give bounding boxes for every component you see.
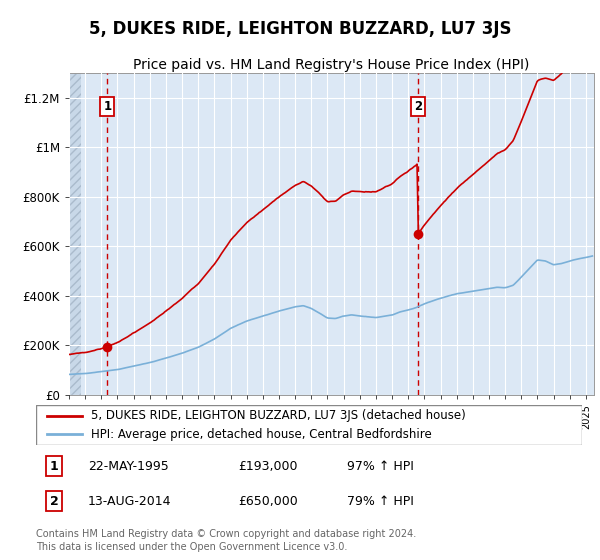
Bar	[69, 73, 81, 395]
Text: 1: 1	[103, 100, 112, 113]
Text: 2: 2	[414, 100, 422, 113]
Text: £650,000: £650,000	[238, 494, 298, 508]
Title: Price paid vs. HM Land Registry's House Price Index (HPI): Price paid vs. HM Land Registry's House …	[133, 58, 530, 72]
Text: 2: 2	[50, 494, 58, 508]
Text: HPI: Average price, detached house, Central Bedfordshire: HPI: Average price, detached house, Cent…	[91, 428, 431, 441]
Text: 1: 1	[50, 460, 58, 473]
Text: 13-AUG-2014: 13-AUG-2014	[88, 494, 172, 508]
Text: £193,000: £193,000	[238, 460, 298, 473]
Text: 5, DUKES RIDE, LEIGHTON BUZZARD, LU7 3JS: 5, DUKES RIDE, LEIGHTON BUZZARD, LU7 3JS	[89, 20, 511, 38]
FancyBboxPatch shape	[36, 405, 582, 445]
Text: 22-MAY-1995: 22-MAY-1995	[88, 460, 169, 473]
Text: Contains HM Land Registry data © Crown copyright and database right 2024.
This d: Contains HM Land Registry data © Crown c…	[36, 529, 416, 552]
Text: 97% ↑ HPI: 97% ↑ HPI	[347, 460, 414, 473]
Text: 5, DUKES RIDE, LEIGHTON BUZZARD, LU7 3JS (detached house): 5, DUKES RIDE, LEIGHTON BUZZARD, LU7 3JS…	[91, 409, 466, 422]
Text: 79% ↑ HPI: 79% ↑ HPI	[347, 494, 414, 508]
